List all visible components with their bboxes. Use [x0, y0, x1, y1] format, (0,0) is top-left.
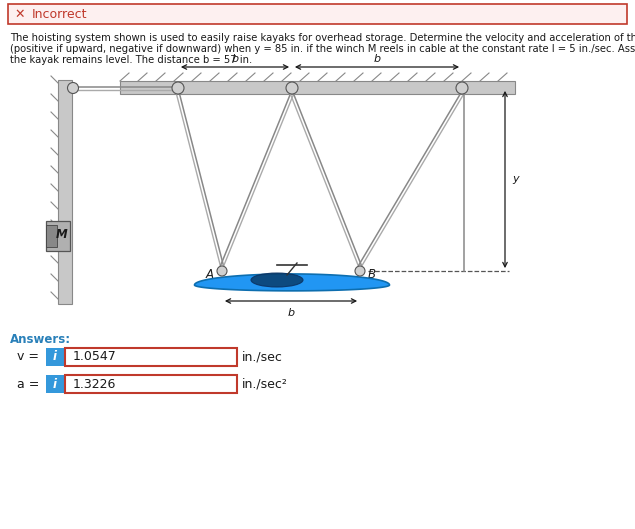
Bar — [46, 221, 70, 251]
Text: Answers:: Answers: — [10, 333, 71, 346]
Text: Incorrect: Incorrect — [32, 7, 88, 21]
Text: in./sec²: in./sec² — [242, 378, 288, 390]
Text: M: M — [56, 229, 68, 242]
Text: 1.3226: 1.3226 — [73, 378, 116, 390]
Text: i: i — [53, 378, 57, 390]
Text: ✕: ✕ — [15, 7, 25, 21]
Text: (positive if upward, negative if downward) when y = 85 in. if the winch M reels : (positive if upward, negative if downwar… — [10, 44, 635, 54]
Ellipse shape — [217, 266, 227, 276]
Text: b: b — [288, 308, 295, 318]
Text: 1.0547: 1.0547 — [73, 351, 117, 363]
Ellipse shape — [456, 82, 468, 94]
Bar — [120, 81, 515, 94]
Ellipse shape — [286, 82, 298, 94]
Text: i: i — [53, 351, 57, 363]
Bar — [58, 80, 72, 304]
Text: B: B — [368, 269, 376, 281]
Text: v =: v = — [17, 351, 39, 363]
Ellipse shape — [355, 266, 365, 276]
FancyBboxPatch shape — [65, 348, 237, 366]
Text: The hoisting system shown is used to easily raise kayaks for overhead storage. D: The hoisting system shown is used to eas… — [10, 33, 635, 43]
Ellipse shape — [251, 273, 303, 287]
Text: b: b — [373, 54, 380, 64]
Text: a =: a = — [17, 378, 39, 390]
Ellipse shape — [172, 82, 184, 94]
FancyBboxPatch shape — [8, 4, 627, 24]
Text: b: b — [231, 54, 239, 64]
Text: y: y — [512, 175, 519, 185]
FancyBboxPatch shape — [65, 375, 237, 393]
FancyBboxPatch shape — [46, 348, 64, 366]
FancyBboxPatch shape — [46, 375, 64, 393]
Text: the kayak remains level. The distance b = 57 in.: the kayak remains level. The distance b … — [10, 55, 252, 65]
Polygon shape — [194, 274, 389, 291]
Ellipse shape — [67, 83, 79, 94]
Bar — [46, 225, 57, 247]
Text: in./sec: in./sec — [242, 351, 283, 363]
Text: A: A — [206, 269, 214, 281]
